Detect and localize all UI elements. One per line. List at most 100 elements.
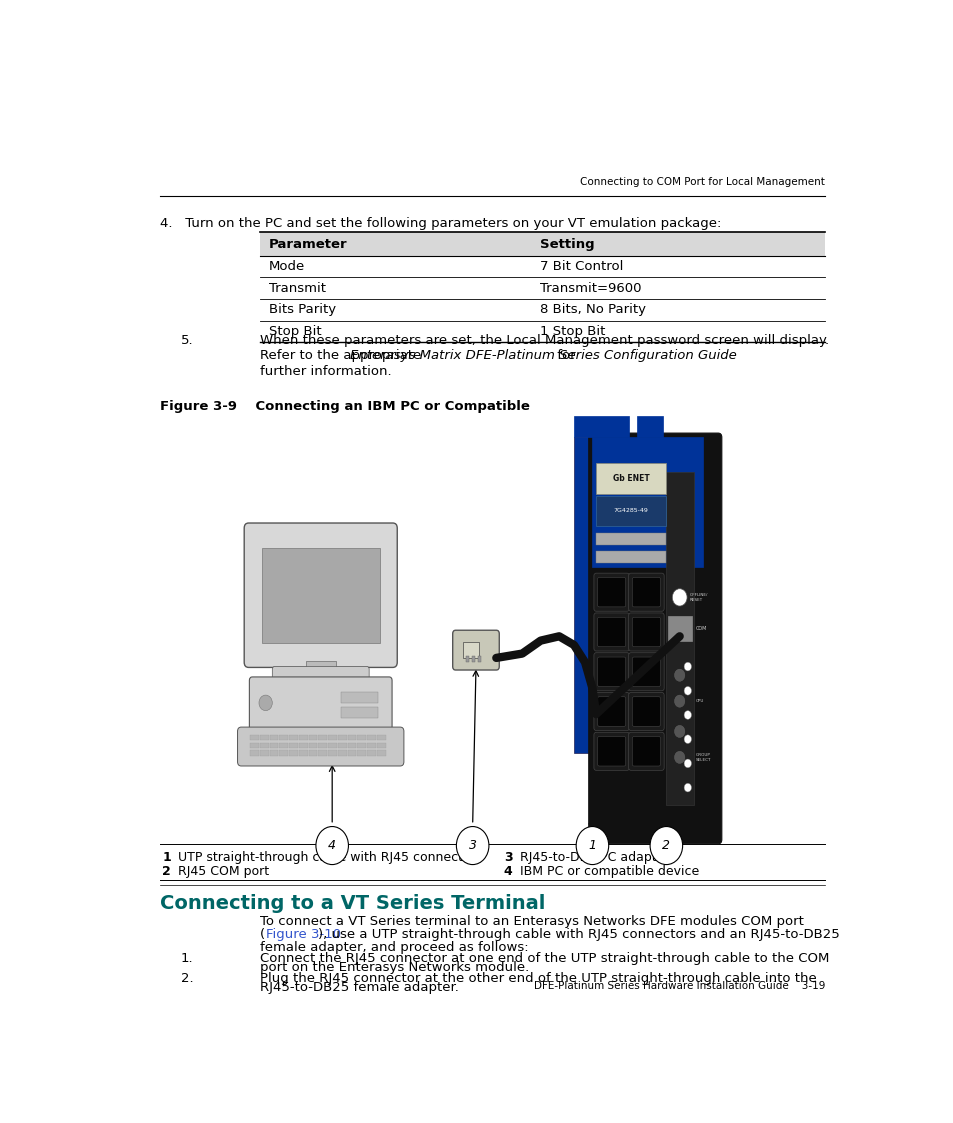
Bar [328,742,336,748]
Circle shape [683,734,691,743]
FancyBboxPatch shape [632,696,659,727]
Text: further information.: further information. [259,365,391,377]
Circle shape [315,827,348,865]
Text: Connecting to COM Port for Local Management: Connecting to COM Port for Local Managem… [579,176,824,186]
Bar [270,750,278,756]
FancyBboxPatch shape [594,693,629,731]
Text: 7 Bit Control: 7 Bit Control [539,261,623,273]
FancyBboxPatch shape [244,523,396,667]
Text: GROUP
SELECT: GROUP SELECT [696,754,711,761]
Circle shape [683,784,691,792]
FancyBboxPatch shape [632,737,659,766]
Bar [367,742,375,748]
Bar [279,750,288,756]
Text: Connect the RJ45 connector at one end of the UTP straight-through cable to the C: Connect the RJ45 connector at one end of… [259,952,828,965]
Text: Figure 3-10: Figure 3-10 [266,928,341,941]
Bar [596,550,665,563]
Bar [574,438,592,754]
Circle shape [258,695,272,711]
Text: When these parameters are set, the Local Management password screen will display: When these parameters are set, the Local… [259,334,828,347]
Circle shape [672,588,686,606]
Text: 1.: 1. [180,952,193,965]
Text: Enterasys Matrix DFE-Platinum Series Configuration Guide: Enterasys Matrix DFE-Platinum Series Con… [350,349,737,363]
Bar [472,656,475,663]
FancyBboxPatch shape [628,732,663,770]
Text: COM: COM [696,626,706,631]
Bar [596,464,665,494]
Text: port on the Enterasys Networks module.: port on the Enterasys Networks module. [259,961,528,975]
Bar [259,232,824,256]
Text: Gb ENET: Gb ENET [612,474,649,483]
Bar [259,742,269,748]
Text: Setting: Setting [539,238,594,250]
Bar [328,750,336,756]
Text: Bits Parity: Bits Parity [269,303,335,317]
Text: (: ( [259,928,265,941]
Bar [574,416,629,438]
Bar [270,734,278,740]
Bar [367,750,375,756]
Bar [308,742,317,748]
FancyBboxPatch shape [597,696,625,727]
FancyBboxPatch shape [249,677,392,731]
FancyBboxPatch shape [632,657,659,686]
FancyBboxPatch shape [594,613,629,651]
Bar [356,750,366,756]
Bar [356,734,366,740]
Bar [376,734,385,740]
Text: 1: 1 [588,839,596,852]
Bar [289,750,297,756]
FancyBboxPatch shape [628,652,663,691]
FancyBboxPatch shape [597,618,625,647]
FancyBboxPatch shape [588,433,721,843]
Text: Transmit=9600: Transmit=9600 [539,282,641,294]
FancyBboxPatch shape [632,577,659,606]
FancyBboxPatch shape [594,732,629,770]
Bar [465,656,469,663]
Text: 7G4285-49: 7G4285-49 [613,509,648,513]
Bar [347,742,356,748]
Bar [306,660,335,673]
Text: Stop Bit: Stop Bit [269,325,321,338]
Text: RJ45 COM port: RJ45 COM port [178,866,270,878]
Text: Refer to the appropriate: Refer to the appropriate [259,349,425,363]
Circle shape [576,827,608,865]
Bar [289,742,297,748]
Bar [665,472,693,805]
Text: 3: 3 [468,839,476,852]
Bar [596,496,665,526]
Bar [250,734,258,740]
Circle shape [674,725,684,738]
FancyBboxPatch shape [597,577,625,606]
Bar [250,742,258,748]
Text: 1: 1 [162,851,171,864]
FancyBboxPatch shape [237,727,403,766]
Bar [667,617,691,640]
Bar [341,692,377,703]
Bar [308,734,317,740]
Text: 4.   Turn on the PC and set the following parameters on your VT emulation packag: 4. Turn on the PC and set the following … [160,217,720,230]
Bar [337,742,346,748]
Bar [259,734,269,740]
Bar [347,734,356,740]
Text: 2.: 2. [180,971,193,985]
Text: 2: 2 [162,866,171,878]
Circle shape [456,827,488,865]
Text: 4: 4 [503,866,512,878]
Bar [298,734,308,740]
FancyBboxPatch shape [628,693,663,731]
Bar [250,750,258,756]
Text: Transmit: Transmit [269,282,325,294]
Text: CPU: CPU [696,700,703,703]
Bar [367,734,375,740]
Bar [298,750,308,756]
Bar [477,656,480,663]
Text: 1 Stop Bit: 1 Stop Bit [539,325,605,338]
Text: UTP straight-through cable with RJ45 connectors: UTP straight-through cable with RJ45 con… [178,851,482,864]
FancyBboxPatch shape [272,667,369,682]
FancyBboxPatch shape [597,737,625,766]
Bar [376,742,385,748]
Bar [462,642,478,658]
Bar [298,742,308,748]
Text: OFFLINE/
RESET: OFFLINE/ RESET [689,593,707,602]
